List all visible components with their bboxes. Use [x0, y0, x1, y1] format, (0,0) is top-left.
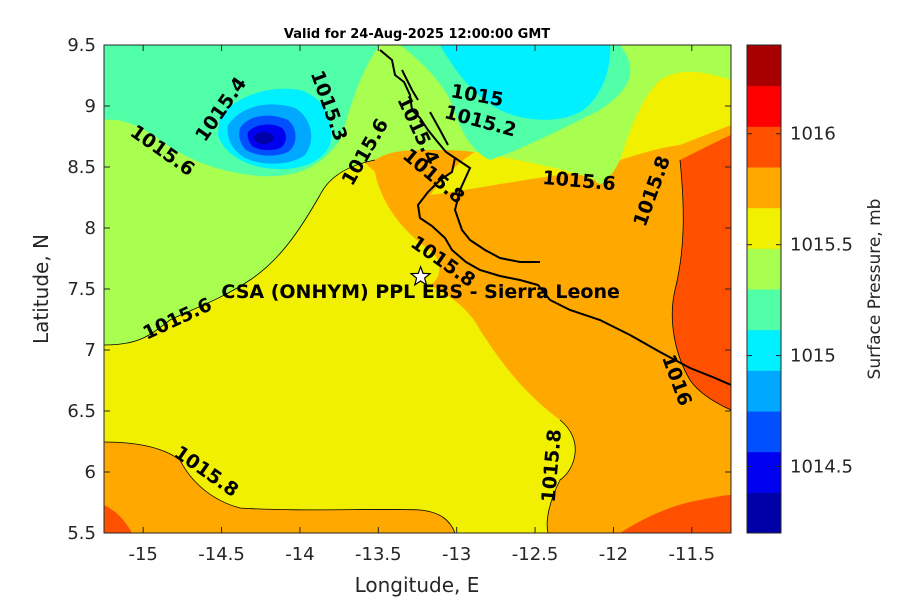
- colorbar-tick-label: 1014.5: [790, 456, 853, 477]
- station-label: CSA (ONHYM) PPL EBS - Sierra Leone: [221, 281, 619, 303]
- colorbar-tick-label: 1016: [790, 124, 836, 145]
- x-axis-ticks: -15 -14.5 -14 -13.5 -13 -12.5 -12 -11.5: [128, 45, 715, 565]
- x-tick-label: -12.5: [512, 544, 559, 565]
- fill-darkorange-se: [620, 495, 731, 533]
- fill-blue-core: [254, 132, 274, 144]
- station-star-icon: [409, 265, 432, 287]
- colorbar-bin: [747, 289, 781, 331]
- chart-title: Valid for 24-Aug-2025 12:00:00 GMT: [284, 27, 550, 42]
- y-tick-label: 7: [85, 340, 96, 361]
- contour-line-1015-8-east: [546, 419, 576, 533]
- colorbar-bin: [747, 370, 781, 412]
- colorbar-bin: [747, 329, 781, 371]
- x-tick-label: -15: [128, 544, 157, 565]
- fill-darkorange-sw: [104, 505, 132, 533]
- y-tick-label: 6: [85, 462, 96, 483]
- colorbar-frame: [746, 44, 782, 534]
- x-axis-label: Longitude, E: [355, 573, 480, 597]
- y-axis-label: Latitude, N: [29, 234, 53, 344]
- colorbar-bin: [747, 126, 781, 168]
- colorbar-bin: [747, 207, 781, 249]
- colorbar-bin: [747, 492, 781, 534]
- border-path: [453, 157, 540, 263]
- y-tick-label: 9.5: [67, 35, 96, 56]
- x-tick-label: -14: [285, 544, 314, 565]
- x-tick-label: -11.5: [669, 544, 716, 565]
- contour-line-1015-6: [104, 159, 376, 346]
- contour-fills: [104, 45, 731, 533]
- x-tick-label: -13.5: [355, 544, 402, 565]
- coastline-path: [379, 49, 731, 386]
- colorbar-label: Surface Pressure, mb: [865, 199, 885, 380]
- y-tick-label: 6.5: [67, 401, 96, 422]
- y-axis-ticks: 5.5 6 6.5 7 7.5 8 8.5 9 9.5: [67, 35, 731, 544]
- colorbar-tick-label: 1015.5: [790, 235, 853, 256]
- colorbar-bin: [747, 45, 781, 87]
- y-tick-label: 7.5: [67, 279, 96, 300]
- colorbar-bin: [747, 451, 781, 493]
- y-tick-label: 8: [85, 218, 96, 239]
- colorbar-bin: [747, 85, 781, 127]
- fill-darkorange-east: [672, 135, 731, 410]
- y-tick-label: 9: [85, 96, 96, 117]
- y-tick-label: 8.5: [67, 157, 96, 178]
- contour-line-1015-8: [104, 441, 456, 533]
- y-tick-label: 5.5: [67, 523, 96, 544]
- colorbar-bin: [747, 411, 781, 453]
- station-marker-group: CSA (ONHYM) PPL EBS - Sierra Leone: [221, 265, 620, 303]
- x-tick-label: -13: [442, 544, 471, 565]
- colorbar-ticks: 1014.5 1015 1015.5 1016: [747, 124, 853, 477]
- river-path: [401, 69, 449, 146]
- colorbar: [747, 45, 781, 534]
- contour-line-1016: [671, 159, 731, 411]
- coastline: [379, 49, 731, 386]
- fill-cyan-north: [440, 45, 611, 120]
- colorbar-bin: [747, 167, 781, 209]
- colorbar-bin: [747, 248, 781, 290]
- colorbar-tick-label: 1015: [790, 346, 836, 367]
- x-tick-label: -14.5: [198, 544, 245, 565]
- contour-lines: [104, 159, 731, 533]
- x-tick-label: -12: [599, 544, 628, 565]
